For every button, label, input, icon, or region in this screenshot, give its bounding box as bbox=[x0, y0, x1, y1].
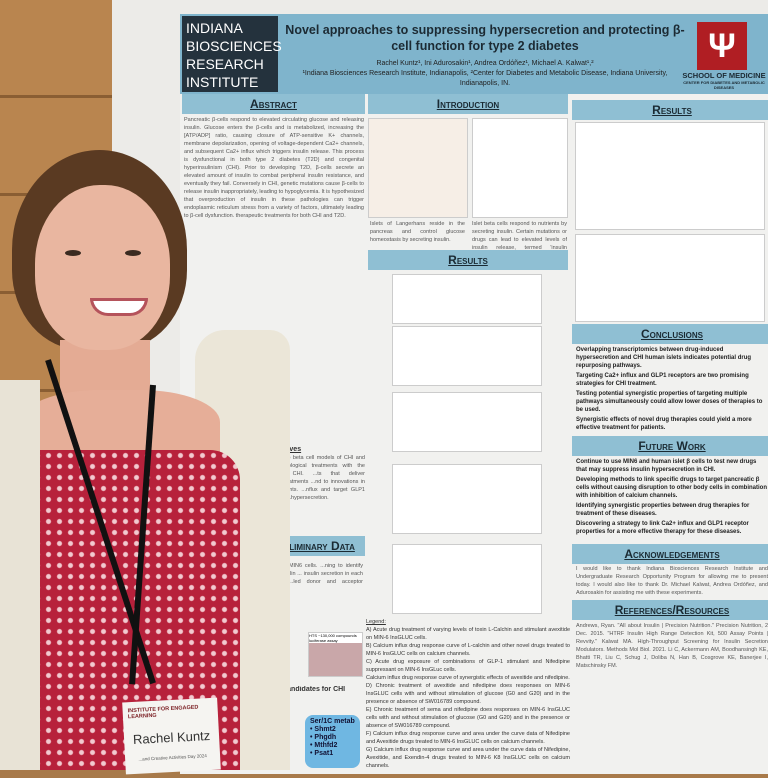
figure-g-calcium-influx bbox=[575, 234, 765, 322]
intro-caption-2: Islet beta cells respond to nutrients by… bbox=[472, 221, 567, 254]
cardigan-left bbox=[0, 380, 40, 770]
references-text: Andrews, Ryan. "All about Insulin | Prec… bbox=[576, 623, 768, 669]
figure-d-bar-chart bbox=[392, 464, 542, 534]
presenter: INSTITUTE FOR ENGAGED LEARNING Rachel Ku… bbox=[0, 0, 300, 775]
intro-caption-1: Islets of Langerhans reside in the pancr… bbox=[370, 221, 465, 243]
iu-trident-logo: Ψ bbox=[697, 22, 747, 70]
abstract-heading: Abstract bbox=[182, 94, 365, 114]
figure-b-line-chart bbox=[392, 326, 542, 386]
figure-f-calcium-influx bbox=[575, 122, 765, 230]
figure-a-bar-chart bbox=[392, 274, 542, 324]
introduction-heading: Introduction bbox=[368, 94, 568, 114]
badge-org: INSTITUTE FOR ENGAGED LEARNING bbox=[127, 704, 199, 721]
candidates-heading: ...ing candidates for CHI bbox=[265, 686, 346, 693]
references-heading: References/Resources bbox=[572, 600, 768, 620]
ser-1c-metab-box: Ser/1C metab • Shmt2 • Phgdh • Mthfd2 • … bbox=[305, 715, 360, 768]
conclusions-list: Overlapping transcriptomics between drug… bbox=[576, 347, 763, 431]
poster-header: INDIANA BIOSCIENCES RESEARCH INSTITUTE N… bbox=[180, 14, 768, 94]
acknowledgements-text: I would like to thank Indiana Bioscience… bbox=[576, 566, 768, 596]
hts-plate-figure: HTS ~130,000 compounds luciferase assay bbox=[308, 632, 363, 677]
islet-illustration bbox=[368, 118, 468, 218]
ibri-logo: INDIANA BIOSCIENCES RESEARCH INSTITUTE bbox=[182, 16, 282, 92]
acknowledgements-heading: Acknowledgements bbox=[572, 544, 768, 564]
school-center: CENTER FOR DIABETES AND METABOLIC DISEAS… bbox=[683, 80, 765, 90]
right-eye bbox=[125, 250, 141, 256]
badge-name: Rachel Kuntz bbox=[132, 727, 211, 748]
figure-c-bar-chart bbox=[392, 392, 542, 452]
future-work-heading: Future Work bbox=[572, 436, 768, 456]
left-eye bbox=[65, 250, 81, 256]
results-center-heading: Results bbox=[368, 250, 568, 270]
research-poster: INDIANA BIOSCIENCES RESEARCH INSTITUTE N… bbox=[180, 14, 768, 774]
face bbox=[35, 185, 170, 350]
results-right-heading: Results bbox=[572, 100, 768, 120]
badge-event: ...and Creative Activities Day 2024 bbox=[138, 753, 207, 762]
affiliations: ¹Indiana Biosciences Research Institute,… bbox=[302, 70, 668, 87]
author-list: Rachel Kuntz¹, Ini Adurosakin¹, Andrea O… bbox=[376, 60, 594, 67]
future-work-list: Continue to use MIN6 and human islet β c… bbox=[576, 459, 768, 535]
conclusions-heading: Conclusions bbox=[572, 324, 768, 344]
school-name: SCHOOL OF MEDICINE bbox=[682, 71, 766, 80]
name-badge: INSTITUTE FOR ENGAGED LEARNING Rachel Ku… bbox=[122, 697, 221, 775]
school-of-medicine: SCHOOL OF MEDICINE CENTER FOR DIABETES AN… bbox=[677, 71, 768, 90]
figure-e-bar-chart bbox=[392, 544, 542, 614]
smile bbox=[90, 298, 148, 316]
poster-title: Novel approaches to suppressing hypersec… bbox=[285, 23, 685, 53]
results-legend: Legend: A) Acute drug treatment of varyi… bbox=[366, 619, 570, 769]
poster-authors: Rachel Kuntz¹, Ini Adurosakin¹, Andrea O… bbox=[285, 59, 685, 89]
beta-cell-diagram bbox=[472, 118, 568, 218]
abstract-text: Pancreatic β-cells respond to elevated c… bbox=[184, 117, 364, 219]
